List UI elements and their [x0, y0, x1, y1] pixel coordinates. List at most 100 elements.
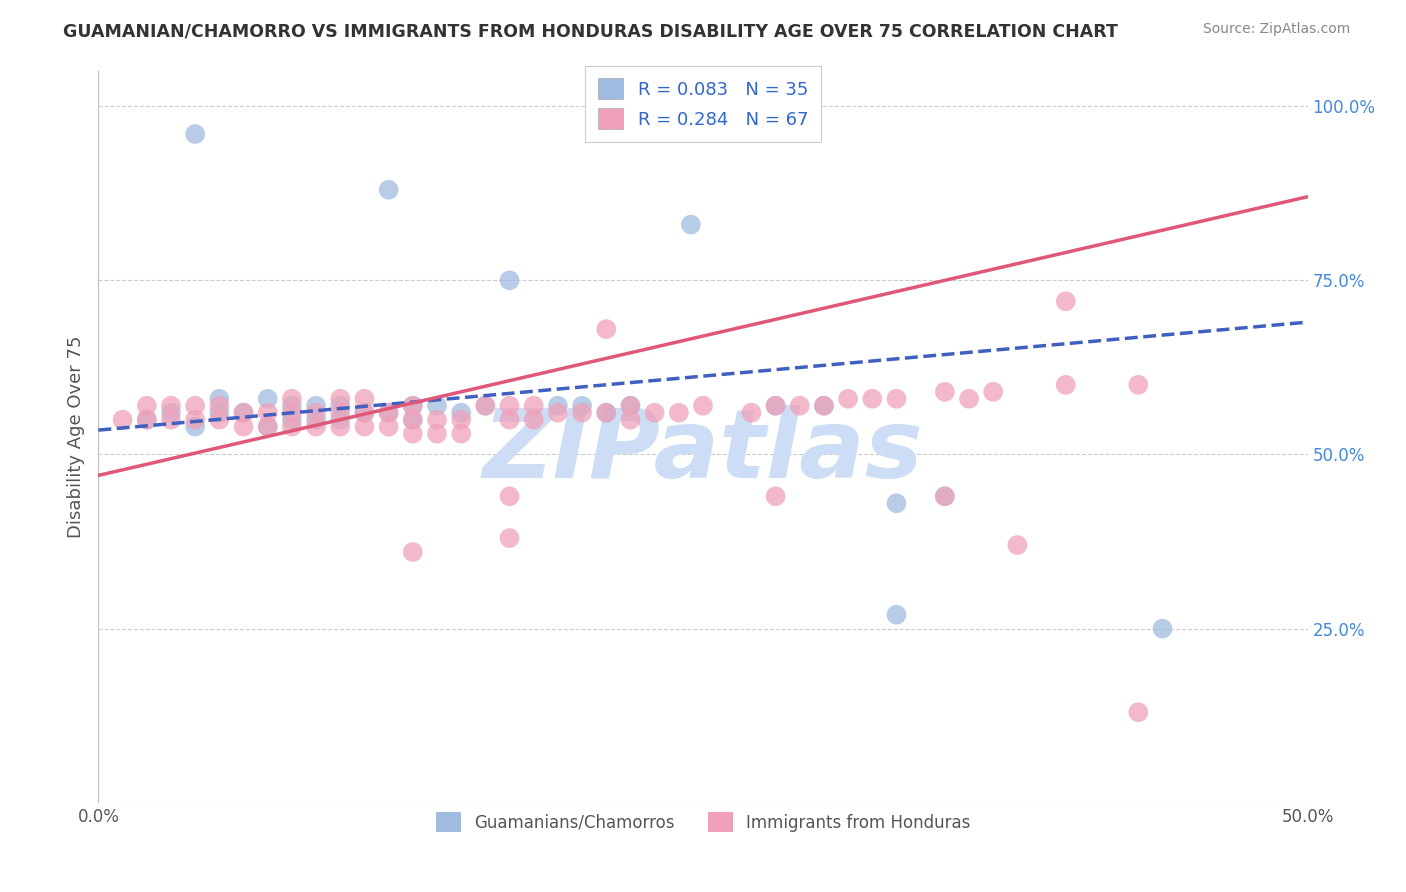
- Point: [474, 399, 496, 413]
- Point: [402, 412, 425, 426]
- Point: [426, 426, 449, 441]
- Point: [402, 545, 425, 559]
- Point: [886, 607, 908, 622]
- Point: [595, 406, 617, 420]
- Point: [402, 412, 425, 426]
- Point: [402, 399, 425, 413]
- Point: [329, 412, 352, 426]
- Point: [886, 392, 908, 406]
- Point: [886, 496, 908, 510]
- Point: [498, 273, 520, 287]
- Point: [256, 406, 278, 420]
- Point: [305, 412, 328, 426]
- Point: [981, 384, 1004, 399]
- Point: [547, 399, 569, 413]
- Point: [184, 127, 207, 141]
- Point: [450, 406, 472, 420]
- Point: [281, 399, 304, 413]
- Point: [547, 406, 569, 420]
- Point: [1128, 377, 1150, 392]
- Point: [668, 406, 690, 420]
- Point: [1054, 377, 1077, 392]
- Point: [184, 399, 207, 413]
- Point: [184, 412, 207, 426]
- Point: [957, 392, 980, 406]
- Point: [450, 412, 472, 426]
- Point: [426, 412, 449, 426]
- Point: [184, 419, 207, 434]
- Point: [353, 419, 375, 434]
- Point: [934, 384, 956, 399]
- Point: [498, 489, 520, 503]
- Point: [692, 399, 714, 413]
- Point: [208, 399, 231, 413]
- Point: [402, 399, 425, 413]
- Point: [1054, 294, 1077, 309]
- Point: [789, 399, 811, 413]
- Y-axis label: Disability Age Over 75: Disability Age Over 75: [66, 335, 84, 539]
- Point: [281, 419, 304, 434]
- Point: [523, 399, 546, 413]
- Point: [740, 406, 762, 420]
- Point: [571, 406, 593, 420]
- Point: [498, 412, 520, 426]
- Point: [353, 392, 375, 406]
- Point: [208, 406, 231, 420]
- Point: [232, 406, 254, 420]
- Point: [1128, 705, 1150, 719]
- Point: [208, 392, 231, 406]
- Point: [644, 406, 666, 420]
- Point: [934, 489, 956, 503]
- Point: [765, 399, 787, 413]
- Point: [353, 406, 375, 420]
- Point: [765, 399, 787, 413]
- Point: [111, 412, 134, 426]
- Point: [377, 183, 399, 197]
- Point: [813, 399, 835, 413]
- Point: [160, 406, 183, 420]
- Point: [837, 392, 859, 406]
- Point: [1152, 622, 1174, 636]
- Point: [256, 392, 278, 406]
- Point: [619, 399, 641, 413]
- Point: [232, 419, 254, 434]
- Point: [329, 392, 352, 406]
- Point: [765, 489, 787, 503]
- Text: ZIPatlas: ZIPatlas: [482, 405, 924, 499]
- Point: [523, 412, 546, 426]
- Point: [281, 412, 304, 426]
- Point: [232, 406, 254, 420]
- Text: Source: ZipAtlas.com: Source: ZipAtlas.com: [1202, 22, 1350, 37]
- Point: [135, 412, 157, 426]
- Point: [402, 426, 425, 441]
- Point: [160, 399, 183, 413]
- Point: [329, 406, 352, 420]
- Point: [619, 412, 641, 426]
- Point: [281, 392, 304, 406]
- Point: [377, 406, 399, 420]
- Point: [305, 399, 328, 413]
- Point: [135, 412, 157, 426]
- Point: [679, 218, 702, 232]
- Point: [377, 419, 399, 434]
- Point: [426, 399, 449, 413]
- Point: [256, 419, 278, 434]
- Point: [595, 322, 617, 336]
- Point: [498, 399, 520, 413]
- Point: [256, 419, 278, 434]
- Point: [377, 406, 399, 420]
- Point: [498, 531, 520, 545]
- Point: [329, 399, 352, 413]
- Legend: Guamanians/Chamorros, Immigrants from Honduras: Guamanians/Chamorros, Immigrants from Ho…: [429, 805, 977, 838]
- Point: [208, 412, 231, 426]
- Point: [353, 406, 375, 420]
- Point: [571, 399, 593, 413]
- Point: [305, 419, 328, 434]
- Point: [160, 412, 183, 426]
- Point: [305, 406, 328, 420]
- Point: [619, 399, 641, 413]
- Point: [595, 406, 617, 420]
- Point: [474, 399, 496, 413]
- Point: [934, 489, 956, 503]
- Text: GUAMANIAN/CHAMORRO VS IMMIGRANTS FROM HONDURAS DISABILITY AGE OVER 75 CORRELATIO: GUAMANIAN/CHAMORRO VS IMMIGRANTS FROM HO…: [63, 22, 1118, 40]
